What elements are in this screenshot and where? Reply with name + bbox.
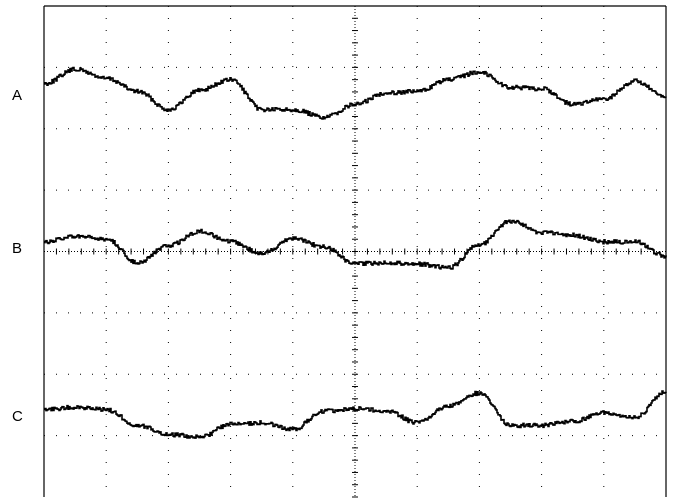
channel-label-b: B	[12, 240, 22, 257]
channel-label-a: A	[12, 87, 22, 104]
trace-a	[44, 66, 667, 120]
graticule	[43, 5, 667, 498]
trace-c	[44, 390, 667, 439]
channel-label-c: C	[12, 408, 23, 425]
trace-b	[44, 219, 667, 270]
trace-group	[44, 66, 667, 439]
channel-labels: A B C	[12, 87, 23, 425]
